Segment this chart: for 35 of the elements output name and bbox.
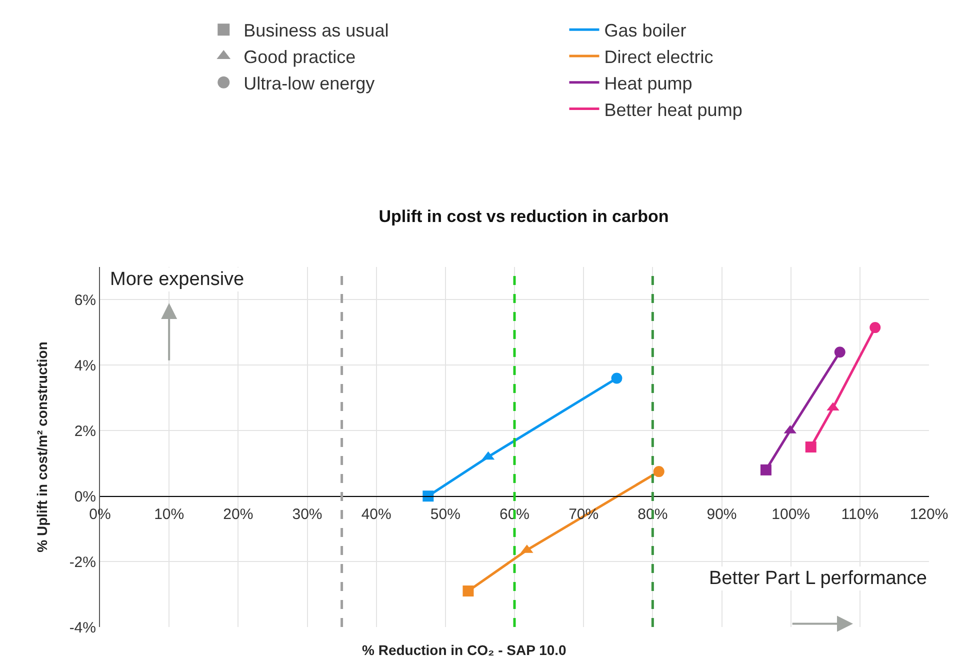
chart-title: Uplift in cost vs reduction in carbon [378,206,669,226]
y-tick-label: 2% [74,422,96,440]
x-tick-label: 100% [772,506,810,524]
x-tick-label: 10% [154,506,184,524]
legend-label: Business as usual [244,20,389,41]
point [653,466,664,478]
x-tick-label: 50% [430,506,460,524]
y-tick-label: 6% [74,292,96,309]
point [422,490,434,502]
legend-label: Ultra-low energy [244,73,375,94]
legend-label: Good practice [244,47,356,68]
x-tick-label: 90% [706,506,737,524]
point [760,464,772,476]
x-tick-label: 40% [361,506,392,524]
y-tick-label: -2% [69,554,96,571]
point [462,586,474,596]
annotation: Better Part L performance [709,568,927,589]
y-tick-label: 0% [74,488,96,506]
legend-label: Better heat pump [604,100,742,120]
x-axis-title: % Reduction in CO₂ - SAP 10.0 [362,642,567,658]
y-axis-title: % Uplift in cost/m² construction [34,342,50,552]
point [870,322,881,334]
point [805,442,816,452]
x-tick-label: 110% [841,506,879,524]
y-tick-label: -4% [69,619,96,636]
x-tick-label: 30% [292,506,322,524]
point [834,346,846,358]
x-tick-label: 20% [223,506,254,524]
annotation: More expensive [110,269,244,290]
point [611,372,622,384]
legend-label: Heat pump [604,73,692,94]
legend-label: Direct electric [604,47,714,68]
x-tick-label: 120% [910,506,948,524]
legend-label: Gas boiler [604,20,686,41]
y-tick-label: 4% [74,357,96,374]
